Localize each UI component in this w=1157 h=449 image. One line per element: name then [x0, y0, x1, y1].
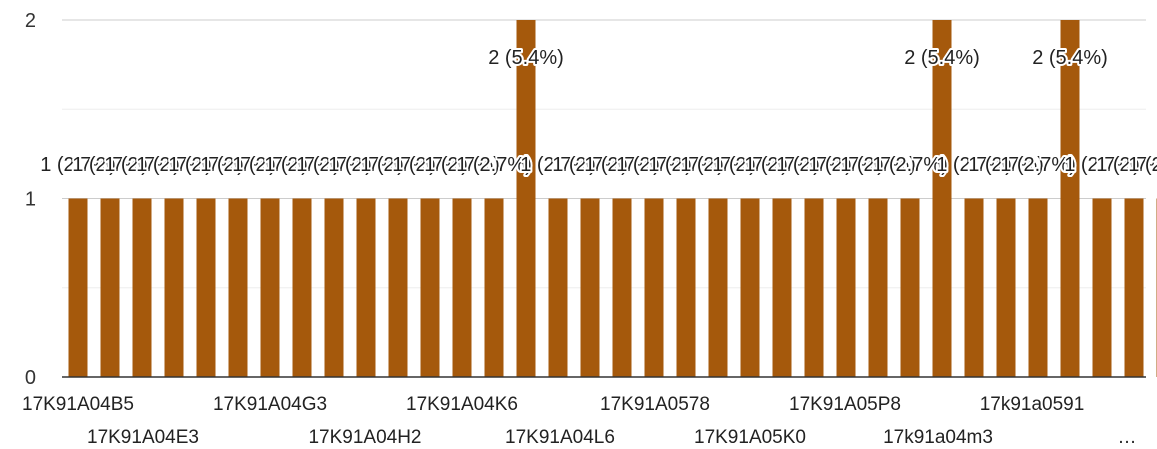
x-tick-label: 17K91A04K6: [406, 394, 518, 415]
x-tick-labels: 17K91A04B5 17K91A04E3 17K91A04G3 17K91A04H2…: [22, 394, 1137, 448]
data-label: 1 (2.7%): [104, 154, 180, 176]
data-label: 1 (2.7%): [40, 154, 116, 176]
bar: [644, 198, 664, 377]
data-label: 1 (2.7%): [1128, 154, 1157, 176]
data-label: 1 (2.7%): [936, 154, 1012, 176]
bar: [228, 198, 248, 377]
bar: [964, 198, 984, 377]
bar: [708, 198, 728, 377]
bar: [1124, 198, 1144, 377]
bars: [68, 20, 1157, 377]
bar: [580, 198, 600, 377]
bar: [676, 198, 696, 377]
bar: [612, 198, 632, 377]
data-label: 1 (2.7%): [872, 154, 948, 176]
bar: [164, 198, 184, 377]
data-label: 1 (2.7%): [360, 154, 436, 176]
bar: [836, 198, 856, 377]
data-label: 1 (2.7%): [424, 154, 500, 176]
data-label: 1 (2.7%): [840, 154, 916, 176]
data-label: 1 (2.7%): [392, 154, 468, 176]
data-label: 1 (2.7%): [648, 154, 724, 176]
x-tick-label: 17K91A04H2: [308, 427, 421, 448]
bar: [1060, 20, 1080, 377]
data-label: 1 (2.7%): [520, 154, 596, 176]
data-label: 1 (2.7%): [552, 154, 628, 176]
bar: [772, 198, 792, 377]
bar: [484, 198, 504, 377]
bar: [324, 198, 344, 377]
bar: [292, 198, 312, 377]
x-tick-label: 17K91A05K0: [694, 427, 806, 448]
data-label: 1 (2.7%): [968, 154, 1044, 176]
data-label: 1 (2.7%): [200, 154, 276, 176]
data-label: 1 (2.7%): [456, 154, 532, 176]
data-label: 1 (2.7%): [680, 154, 756, 176]
bar: [388, 198, 408, 377]
bar: [1028, 198, 1048, 377]
bar: [260, 198, 280, 377]
data-label: 1 (2.7%): [136, 154, 212, 176]
data-label: 2 (5.4%): [1032, 47, 1108, 69]
data-label: 1 (2.7%): [584, 154, 660, 176]
bar: [420, 198, 440, 377]
bar: [740, 198, 760, 377]
bar: [868, 198, 888, 377]
x-tick-label: 17K91A05P8: [789, 394, 901, 415]
data-label: 1 (2.7%): [1000, 154, 1076, 176]
bar: [516, 20, 536, 377]
data-label: 2 (5.4%): [488, 47, 564, 69]
bar: [196, 198, 216, 377]
x-tick-label: 17K91A04G3: [213, 394, 327, 415]
data-label: 1 (2.7%): [232, 154, 308, 176]
x-tick-label: 17K91A04L6: [505, 427, 615, 448]
data-label: 1 (2.7%): [264, 154, 340, 176]
x-tick-label: 17k91a04m3: [883, 427, 993, 448]
bar: [68, 198, 88, 377]
data-label: 1 (2.7%): [712, 154, 788, 176]
y-tick-label: 2: [25, 10, 36, 32]
y-tick-labels: 0 1 2: [25, 10, 36, 389]
data-label: 1 (2.7%): [168, 154, 244, 176]
data-label: 1 (2.7%): [616, 154, 692, 176]
data-labels: 1 (2.7%)1 (2.7%)1 (2.7%)1 (2.7%)1 (2.7%)…: [38, 45, 1157, 178]
data-label: 1 (2.7%): [296, 154, 372, 176]
bar: [996, 198, 1016, 377]
bar: [548, 198, 568, 377]
bar: [1092, 198, 1112, 377]
x-tick-label: 17K91A04E3: [87, 427, 199, 448]
bar: [100, 198, 120, 377]
data-label: 1 (2.7%): [744, 154, 820, 176]
y-tick-label: 0: [25, 367, 36, 389]
x-tick-label: 17K91A04B5: [22, 394, 134, 415]
data-label: 2 (5.4%): [904, 47, 980, 69]
data-label: 1 (2.7%): [808, 154, 884, 176]
x-tick-label: …: [1118, 427, 1137, 448]
bar: [132, 198, 152, 377]
data-label: 1 (2.7%): [1096, 154, 1157, 176]
data-label: 1 (2.7%): [776, 154, 852, 176]
data-label: 1 (2.7%): [1064, 154, 1140, 176]
bar: [356, 198, 376, 377]
bar: [804, 198, 824, 377]
x-tick-label: 17k91a0591: [980, 394, 1085, 415]
bar: [900, 198, 920, 377]
bar: [452, 198, 472, 377]
x-tick-label: 17K91A0578: [600, 394, 710, 415]
data-label: 1 (2.7%): [72, 154, 148, 176]
bar: [932, 20, 952, 377]
y-tick-label: 1: [25, 189, 36, 211]
data-label: 1 (2.7%): [328, 154, 404, 176]
